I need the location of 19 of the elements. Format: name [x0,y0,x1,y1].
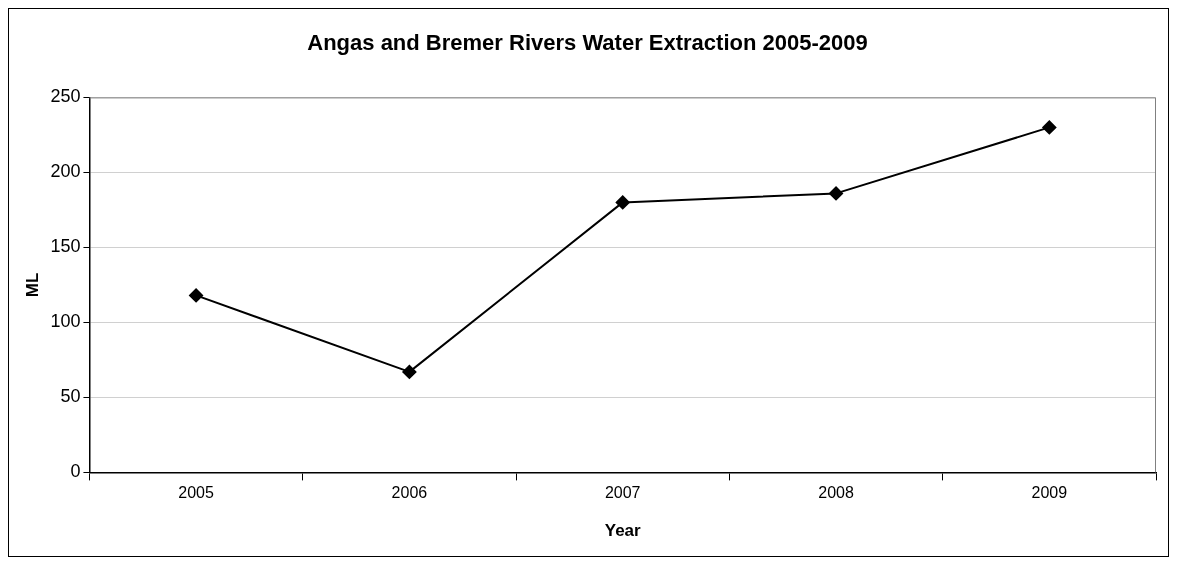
y-tick-label: 250 [50,86,81,107]
x-tick-label: 2005 [178,484,214,502]
x-tick-label: 2006 [391,484,428,502]
y-tick-label: 0 [70,461,81,482]
x-tick-label: 2009 [1031,484,1068,502]
y-tick-label: 200 [50,161,81,182]
point [189,288,204,303]
x-tick-label: 2007 [604,484,641,502]
y-tick-label: 150 [50,236,81,257]
y-tick-label: 100 [50,311,81,332]
point [615,195,630,210]
point [1042,120,1057,135]
point [829,186,844,201]
y-axis-title: ML [22,272,42,298]
y-tick-label: 50 [60,386,81,407]
x-tick-label: 2008 [818,484,854,502]
x-axis-title: Year [604,521,642,541]
chart-title: Angas and Bremer Rivers Water Extraction 2005-2009 [307,30,868,56]
point [402,364,417,379]
